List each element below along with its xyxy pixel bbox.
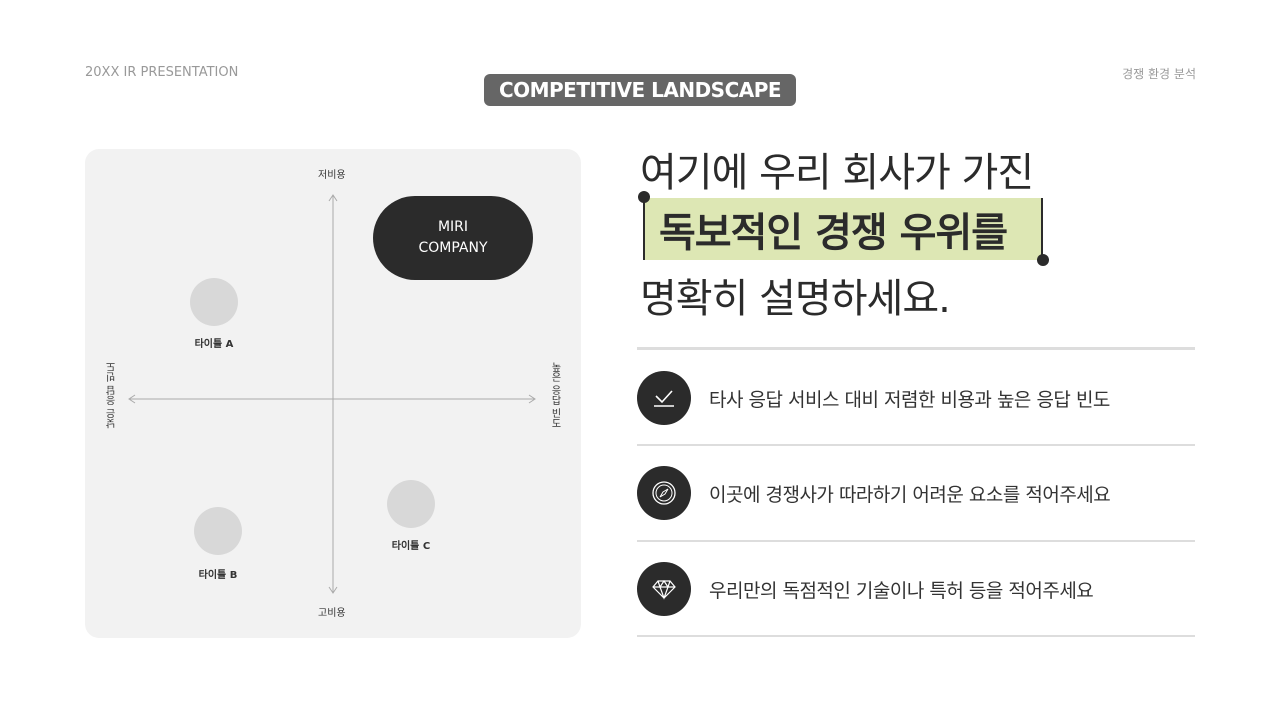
axis-bottom-label: 고비용 <box>318 608 346 619</box>
divider <box>637 635 1195 637</box>
company-name-line2: COMPANY <box>418 240 488 256</box>
diamond-icon <box>637 562 691 616</box>
headline-line3: 명확히 설명하세요. <box>640 276 951 322</box>
point-item: 이곳에 경쟁사가 따라하기 어려운 요소를 적어주세요 <box>637 466 1111 520</box>
highlight-bar-right <box>1041 198 1043 260</box>
divider <box>637 444 1195 446</box>
company-name-line1: MIRI <box>437 219 469 235</box>
company-marker: MIRI COMPANY <box>373 196 533 280</box>
competitor-c-marker <box>387 480 435 528</box>
check-icon <box>637 371 691 425</box>
divider <box>637 347 1195 350</box>
divider <box>637 540 1195 542</box>
presentation-label: 20XX IR PRESENTATION <box>85 65 239 80</box>
point-text: 이곳에 경쟁사가 따라하기 어려운 요소를 적어주세요 <box>709 483 1111 506</box>
competitor-b-label: 타이틀 B <box>198 570 238 581</box>
point-text: 우리만의 독점적인 기술이나 특허 등을 적어주세요 <box>709 579 1094 602</box>
highlight-dot-bottom <box>1037 254 1049 266</box>
competitor-a-marker <box>190 278 238 326</box>
competitor-b-marker <box>194 507 242 555</box>
title-badge: COMPETITIVE LANDSCAPE <box>484 74 796 106</box>
axis-top-label: 저비용 <box>318 170 346 181</box>
competitor-a-label: 타이틀 A <box>194 339 234 350</box>
headline-line1: 여기에 우리 회사가 가진 <box>640 150 1034 196</box>
matrix-axes <box>128 194 536 594</box>
axis-right-label: 높은 응답 빈도 <box>549 362 560 429</box>
axis-left-label: 낮은 응답 빈도 <box>107 362 118 429</box>
point-item: 타사 응답 서비스 대비 저렴한 비용과 높은 응답 빈도 <box>637 371 1110 425</box>
compass-icon <box>637 466 691 520</box>
point-text: 타사 응답 서비스 대비 저렴한 비용과 높은 응답 빈도 <box>709 388 1110 411</box>
section-label: 경쟁 환경 분석 <box>1122 67 1196 81</box>
headline-highlight: 독보적인 경쟁 우위를 <box>645 198 1043 260</box>
highlight-bar-left <box>643 198 645 260</box>
highlight-dot-top <box>638 191 650 203</box>
point-item: 우리만의 독점적인 기술이나 특허 등을 적어주세요 <box>637 562 1094 616</box>
competitor-c-label: 타이틀 C <box>391 541 431 552</box>
